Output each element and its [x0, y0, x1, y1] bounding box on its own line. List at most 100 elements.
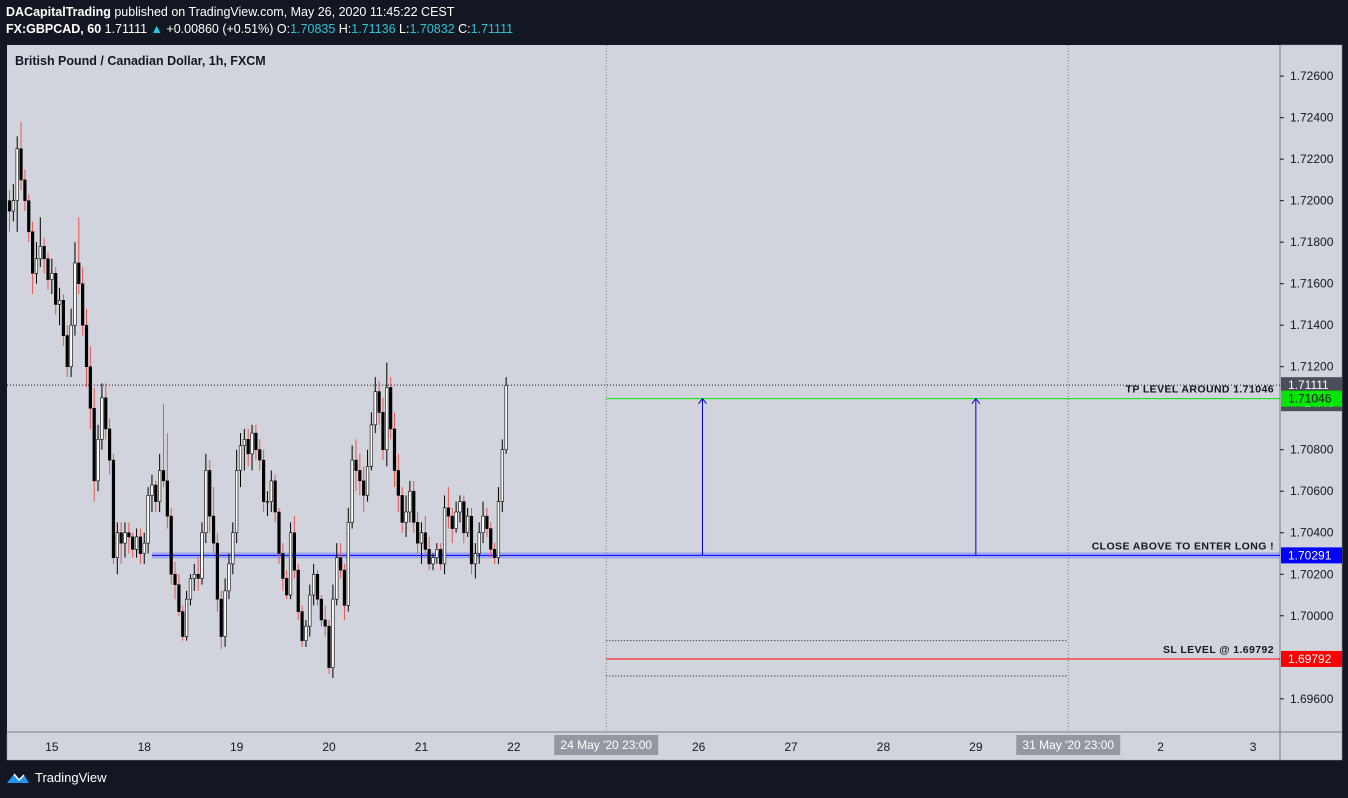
candle [377, 381, 381, 425]
candle [146, 487, 150, 554]
candle-body [65, 335, 69, 368]
candle-body [238, 445, 243, 471]
candle-body [142, 542, 146, 554]
candle-body [412, 490, 416, 523]
candle-body [362, 480, 366, 496]
candle-body [350, 459, 354, 523]
x-tick-label: 27 [784, 740, 798, 754]
candle [285, 570, 289, 600]
arrow-head-icon [698, 397, 707, 404]
candle [242, 428, 246, 471]
candle [138, 528, 143, 564]
candle-body [96, 439, 100, 482]
candle-body [492, 549, 497, 558]
candle [150, 474, 154, 512]
candle [208, 460, 212, 533]
candle [111, 453, 116, 564]
candle-body [30, 231, 35, 274]
candle [235, 449, 239, 544]
candle [73, 242, 77, 336]
candle-body [381, 412, 385, 451]
x-highlight-label: 24 May '20 23:00 [560, 738, 652, 752]
candle-body [165, 480, 169, 517]
candle [458, 495, 462, 523]
candle [342, 563, 347, 620]
candle [315, 570, 320, 606]
candle [173, 561, 177, 600]
candle [365, 449, 370, 502]
candle [454, 501, 458, 533]
candle [419, 522, 424, 564]
candle [258, 439, 262, 471]
candle [350, 445, 354, 529]
symbol-label: FX:GBPCAD, 60 [6, 22, 102, 36]
high-label: H: [338, 22, 352, 36]
candle-body [223, 590, 227, 637]
candle-body [173, 573, 177, 585]
candle [177, 574, 181, 616]
candle-body [84, 324, 89, 368]
candle [223, 578, 227, 647]
candle [446, 487, 451, 529]
candle [131, 532, 135, 558]
candle [404, 495, 408, 537]
current-price-badge [1281, 377, 1342, 394]
candle-body [123, 532, 127, 544]
candle-body [319, 598, 323, 621]
candle [11, 184, 15, 222]
candle [100, 383, 104, 450]
candle [415, 511, 420, 554]
candle-body [269, 480, 273, 502]
entry-level-badge [1281, 547, 1342, 564]
candle-body [77, 262, 81, 284]
candle-body [200, 532, 204, 579]
y-tick-label: 1.72400 [1290, 111, 1334, 125]
candle-body [408, 490, 412, 513]
open-value: 1.70835 [290, 22, 336, 36]
low-label: L: [399, 22, 410, 36]
candle-body [369, 424, 374, 467]
low-value: 1.70832 [409, 22, 455, 36]
candle-body [208, 470, 212, 517]
publisher-name[interactable]: DACapitalTrading [6, 5, 111, 19]
candle [23, 169, 27, 212]
y-tick-label: 1.71400 [1290, 318, 1334, 332]
tradingview-logo-icon[interactable] [6, 771, 30, 785]
tp-level-badge-text: 1.71046 [1288, 392, 1332, 406]
candle-body [73, 262, 77, 326]
candle-body [281, 553, 285, 579]
candle [439, 543, 443, 571]
candle-body [69, 324, 73, 368]
sl-level-badge [1281, 650, 1342, 667]
candle-body [104, 397, 108, 430]
candle [485, 507, 489, 537]
candle [323, 605, 327, 637]
candle-body [292, 532, 297, 571]
candle [200, 522, 204, 585]
candle-body [439, 549, 443, 565]
candle [492, 543, 497, 564]
y-tick-label: 1.69600 [1290, 692, 1334, 706]
y-tick-label: 1.70400 [1290, 526, 1334, 540]
candle [408, 480, 412, 523]
candle-body [385, 387, 389, 451]
candle-body [88, 366, 92, 409]
footer-brand[interactable]: TradingView [35, 770, 107, 785]
candle [288, 522, 293, 600]
x-tick-label: 20 [322, 740, 336, 754]
candle [50, 258, 54, 295]
candle [327, 619, 331, 674]
candle [277, 507, 281, 564]
candle-body [396, 470, 400, 496]
candle [54, 267, 58, 315]
candle [296, 563, 300, 620]
candle-body [50, 273, 54, 280]
candle-body [134, 536, 139, 550]
candle-body [404, 511, 408, 523]
x-tick-label: 28 [877, 740, 891, 754]
x-tick-label: 21 [415, 740, 429, 754]
candle [412, 480, 416, 533]
up-arrow-icon: ▲ [150, 22, 163, 36]
candle-body [304, 625, 308, 641]
